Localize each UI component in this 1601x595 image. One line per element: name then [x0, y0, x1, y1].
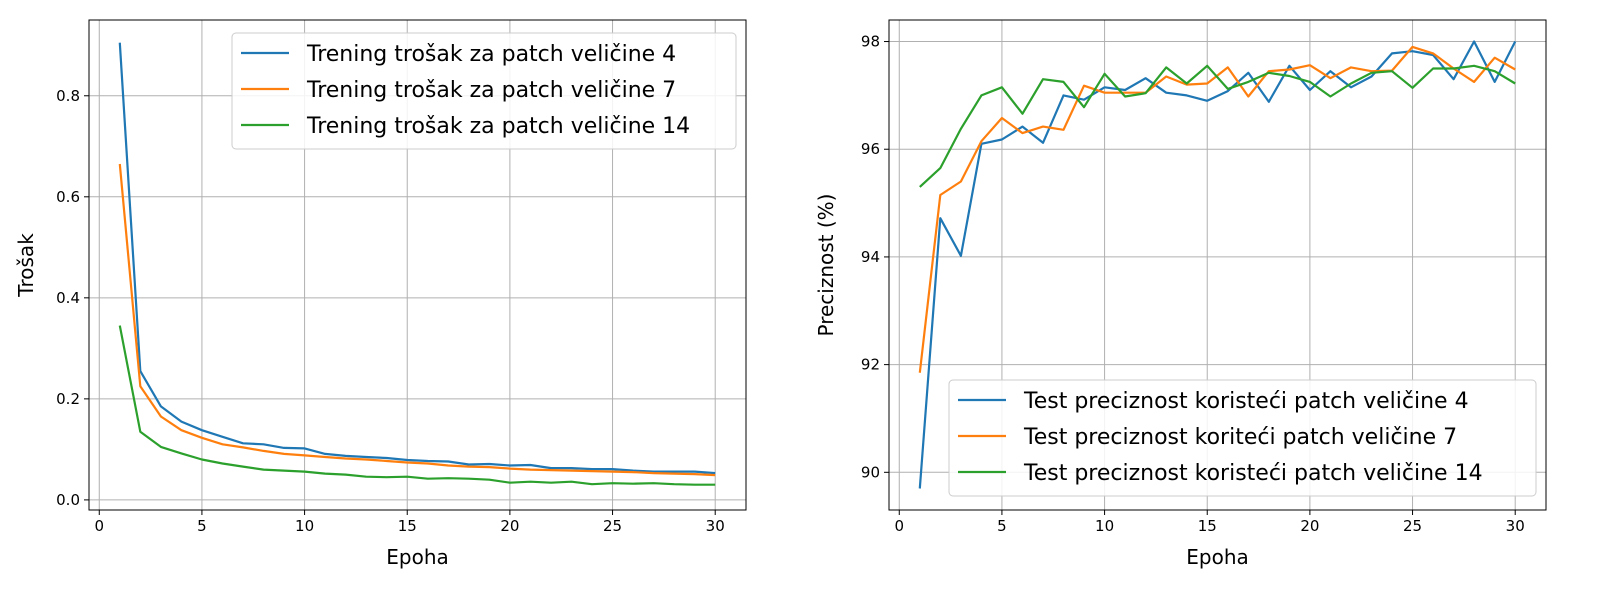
x-tick-label: 30	[1506, 517, 1525, 535]
x-tick-label: 15	[1198, 517, 1217, 535]
legend-label-2: Test preciznost koristeći patch veličine…	[1023, 461, 1483, 486]
legend-box	[948, 379, 1537, 497]
y-axis-label: Trošak	[14, 233, 38, 298]
series-line-2	[919, 64, 1516, 188]
plot-frame	[888, 19, 1547, 511]
x-tick-label: 10	[295, 517, 314, 535]
x-tick-label: 15	[398, 517, 417, 535]
legend-box	[231, 32, 737, 150]
legend-label-0: Test preciznost koristeći patch veličine…	[1023, 389, 1469, 414]
y-tick-label: 0.0	[56, 491, 80, 509]
y-tick-label: 0.2	[56, 390, 80, 408]
x-tick-label: 20	[500, 517, 519, 535]
legend-label-2: Trening trošak za patch veličine 14	[306, 114, 690, 139]
y-tick-label: 90	[861, 463, 880, 481]
series-line-0	[118, 42, 716, 475]
x-tick-label: 10	[1095, 517, 1114, 535]
y-axis-label: Preciznost (%)	[814, 194, 838, 337]
y-tick-label: 0.8	[56, 87, 80, 105]
legend: Trening trošak za patch veličine 4 Trenin…	[231, 32, 737, 150]
legend-label-1: Trening trošak za patch veličine 7	[306, 78, 676, 103]
x-tick-label: 25	[603, 517, 622, 535]
x-tick-label: 0	[894, 517, 904, 535]
series-line-2	[118, 325, 716, 486]
y-tick-label: 98	[861, 33, 880, 51]
x-tick-label: 5	[997, 517, 1007, 535]
series-line-1	[918, 45, 1516, 373]
x-tick-label: 0	[94, 517, 104, 535]
legend-label-0: Trening trošak za patch veličine 4	[306, 42, 676, 67]
y-tick-label: 94	[861, 248, 880, 266]
chart-training-loss: 0 5 10 15 20 25 30 0.0 0.2 0.4 0.6 0.8 Epoha Trošak Tr…	[14, 19, 747, 569]
legend-label-1: Test preciznost koriteći patch veličine …	[1023, 425, 1457, 450]
y-tick-label: 0.6	[56, 188, 80, 206]
plot-frame	[88, 19, 747, 511]
x-tick-label: 5	[197, 517, 207, 535]
x-axis-label: Epoha	[386, 545, 449, 569]
x-tick-label: 30	[706, 517, 725, 535]
x-tick-label: 25	[1403, 517, 1422, 535]
series-line-0	[918, 40, 1517, 489]
y-tick-label: 0.4	[56, 289, 80, 307]
y-tick-label: 96	[861, 140, 880, 158]
x-axis-label: Epoha	[1186, 545, 1249, 569]
x-tick-label: 20	[1300, 517, 1319, 535]
series-line-1	[118, 163, 716, 477]
legend: Test preciznost koristeći patch veličine…	[948, 379, 1537, 497]
y-tick-label: 92	[861, 356, 880, 374]
chart-test-accuracy: 0 5 10 15 20 25 30 90 92 94 96 98 Epoha Preciznost (%…	[814, 19, 1547, 569]
